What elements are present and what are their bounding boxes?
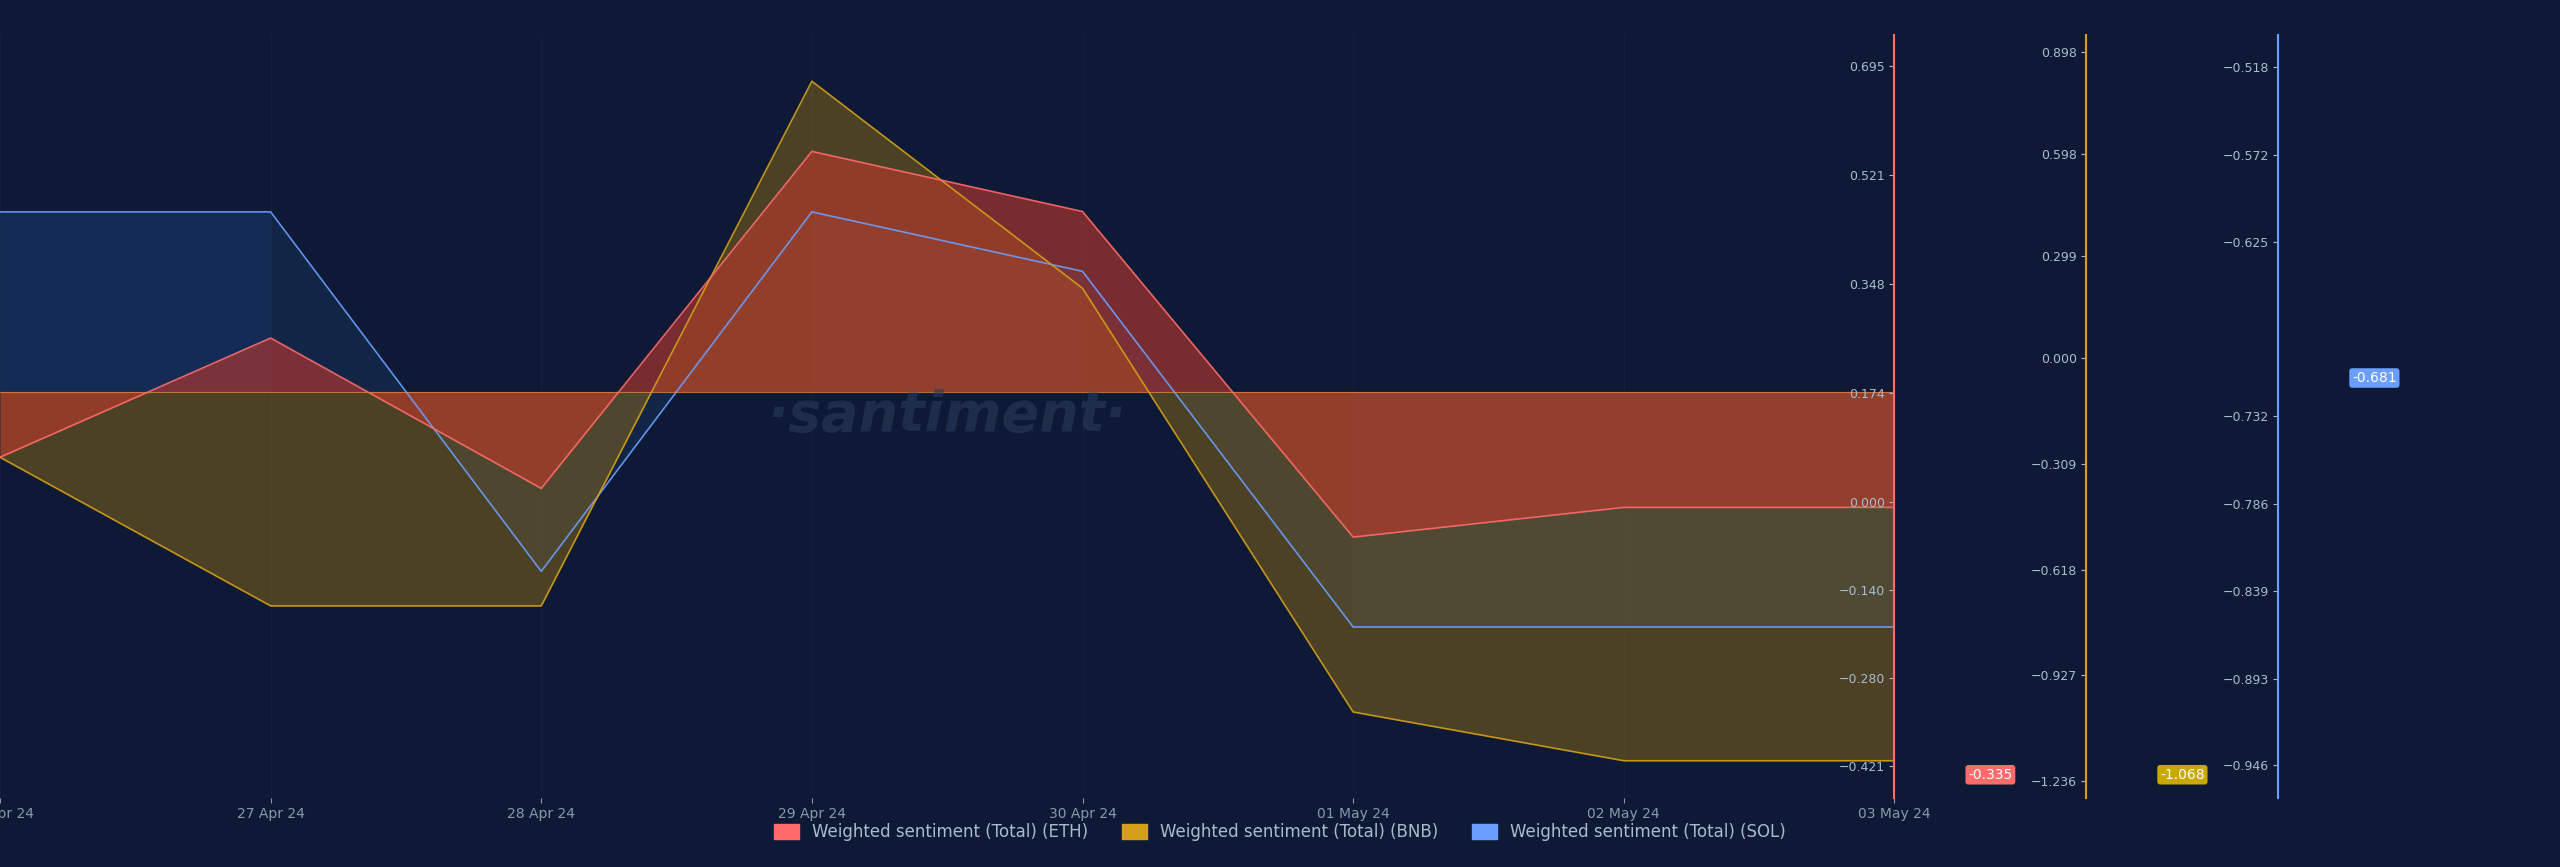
Text: -1.068: -1.068	[2161, 768, 2204, 782]
Legend: Weighted sentiment (Total) (ETH), Weighted sentiment (Total) (BNB), Weighted sen: Weighted sentiment (Total) (ETH), Weight…	[768, 817, 1792, 848]
Text: -0.681: -0.681	[2353, 371, 2396, 385]
Text: -0.335: -0.335	[1969, 768, 2012, 782]
Text: ·santiment·: ·santiment·	[768, 389, 1126, 443]
